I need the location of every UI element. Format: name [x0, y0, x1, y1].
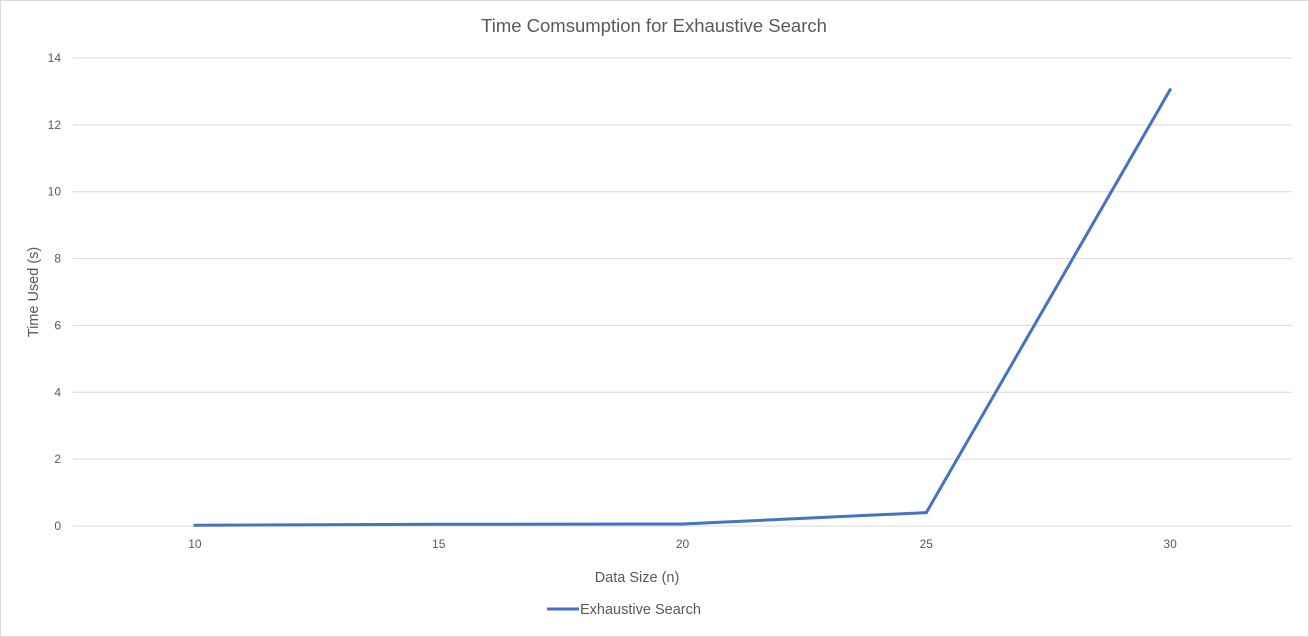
data-point [681, 522, 684, 526]
data-point [924, 511, 928, 515]
data-point [437, 522, 441, 526]
y-tick-label: 6 [54, 318, 61, 332]
series-line-exhaustive-search [193, 88, 1172, 527]
legend: Exhaustive Search [547, 602, 701, 618]
x-axis-title: Data Size (n) [595, 570, 680, 586]
y-tick-label: 12 [48, 118, 62, 132]
data-point [193, 523, 197, 527]
legend-label-exhaustive-search: Exhaustive Search [580, 602, 701, 618]
x-tick-label: 25 [920, 537, 934, 551]
y-tick-label: 0 [54, 519, 61, 533]
x-tick-label: 10 [188, 537, 202, 551]
y-tick-label: 4 [54, 385, 61, 399]
x-tick-label: 20 [676, 537, 690, 551]
data-point [1168, 88, 1172, 92]
y-tick-label: 8 [54, 252, 61, 266]
x-tick-label: 30 [1163, 537, 1177, 551]
y-tick-label: 14 [48, 51, 62, 65]
x-tick-label: 15 [432, 537, 446, 551]
y-axis-title: Time Used (s) [26, 247, 42, 338]
chart-title: Time Comsumption for Exhaustive Search [481, 15, 827, 36]
gridlines [73, 57, 1292, 527]
y-tick-label: 2 [54, 452, 61, 466]
y-tick-label: 10 [48, 185, 62, 199]
x-axis-ticks: 10 15 20 25 30 [188, 537, 1177, 551]
y-axis-ticks: 0 2 4 6 8 10 12 14 [48, 51, 62, 533]
series-layer [193, 88, 1172, 527]
